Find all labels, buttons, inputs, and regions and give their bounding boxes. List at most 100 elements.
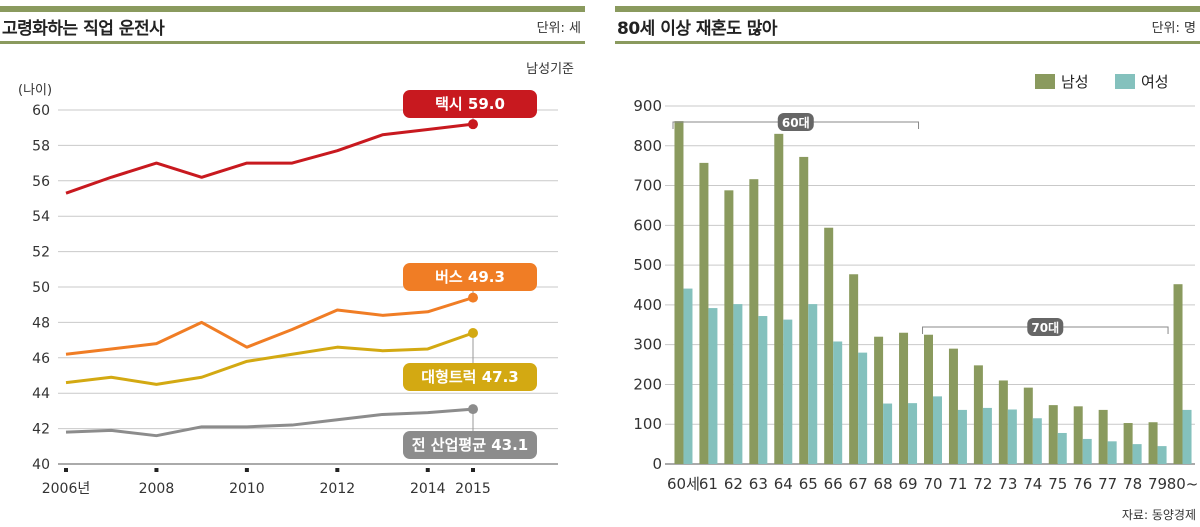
bar-여성: [708, 308, 718, 464]
x-tick-mark: [471, 468, 475, 472]
bar-남성: [874, 336, 884, 464]
bar-여성: [1082, 438, 1092, 464]
y-tick-label: 300: [633, 336, 662, 354]
bar-여성: [1107, 441, 1117, 464]
bar-여성: [758, 316, 768, 464]
bar-남성: [1073, 406, 1083, 464]
bar-남성: [973, 365, 983, 464]
bar-남성: [1098, 409, 1108, 464]
y-tick-label: 100: [633, 415, 662, 433]
series-end-point: [468, 292, 478, 303]
y-tick-label: 52: [32, 245, 50, 261]
series-label-box: [403, 90, 537, 118]
x-tick-label: 68: [874, 475, 893, 493]
bar-남성: [1048, 405, 1058, 464]
y-tick-label: 700: [633, 177, 662, 195]
header-bottom-bar: [615, 41, 1200, 44]
series-label: 대형트럭 47.3: [421, 368, 518, 386]
bar-여성: [957, 409, 967, 464]
bar-남성: [948, 348, 958, 464]
y-tick-label: 0: [652, 455, 662, 473]
bar-여성: [982, 407, 992, 464]
x-tick-label: 74: [1023, 475, 1042, 493]
bar-여성: [1132, 444, 1142, 464]
series-label-box: [403, 263, 537, 291]
y-tick-label: 54: [32, 209, 50, 225]
series-end-point: [468, 328, 478, 339]
x-tick-label: 69: [899, 475, 918, 493]
y-tick-label: 200: [633, 375, 662, 393]
right-unit-label: 단위: 명: [1151, 21, 1196, 36]
bar-여성: [908, 403, 918, 464]
bar-여성: [808, 304, 818, 464]
y-tick-label: 600: [633, 216, 662, 234]
y-tick-label: 900: [633, 97, 662, 115]
bar-남성: [699, 162, 709, 465]
y-axis-label: (나이): [18, 83, 52, 98]
x-tick-label: 2010: [229, 481, 265, 497]
series-label: 택시 59.0: [435, 95, 505, 113]
y-tick-label: 60: [32, 103, 50, 119]
legend-label: 여성: [1141, 73, 1169, 91]
source-note: 자료: 동양경제: [1121, 508, 1196, 522]
annotation-label: 70대: [1031, 321, 1059, 335]
legend-swatch: [1035, 74, 1055, 89]
x-tick-label: 72: [973, 475, 992, 493]
legend-label: 남성: [1061, 73, 1089, 91]
x-tick-label: 62: [724, 475, 743, 493]
y-tick-label: 40: [32, 457, 50, 473]
bar-여성: [883, 403, 893, 464]
x-tick-label: 78: [1123, 475, 1142, 493]
y-tick-label: 50: [32, 280, 50, 296]
bar-남성: [998, 380, 1008, 464]
bar-남성: [1023, 387, 1033, 464]
x-tick-label: 60세: [667, 475, 700, 493]
annotation-badge: [1027, 318, 1064, 336]
series-line-택시: [65, 122, 474, 195]
x-tick-mark: [244, 468, 249, 472]
x-tick-mark: [425, 468, 430, 472]
right-header: 80세 이상 재혼도 많아 단위: 명: [615, 0, 1200, 44]
x-tick-label: 80~: [1167, 475, 1199, 493]
x-tick-label: 66: [824, 475, 843, 493]
x-tick-label: 65: [799, 475, 818, 493]
x-tick-mark: [154, 468, 159, 472]
bar-여성: [1182, 409, 1192, 464]
left-chart-title: 고령화하는 직업 운전사: [2, 19, 165, 39]
x-tick-label: 61: [699, 475, 718, 493]
annotation-label: 60대: [782, 116, 810, 130]
y-tick-label: 48: [32, 315, 50, 331]
series-line-버스: [65, 296, 474, 356]
y-tick-label: 42: [32, 422, 50, 438]
series-label-box: [403, 431, 537, 459]
annotation-badge: [777, 113, 814, 131]
x-tick-label: 79: [1148, 475, 1167, 493]
header-top-bar: [0, 6, 585, 12]
bar-남성: [799, 156, 809, 464]
x-tick-label: 71: [948, 475, 967, 493]
x-tick-label: 76: [1073, 475, 1092, 493]
x-tick-label: 2008: [139, 481, 175, 497]
header-bottom-bar: [0, 41, 585, 44]
bar-남성: [924, 334, 933, 464]
bar-남성: [1148, 422, 1158, 464]
bar-여성: [733, 304, 743, 464]
line-chart: 남성기준 (나이) 40 42 44 46 48 50 52 54 56 58 60 2006년 2008 2…: [18, 62, 574, 497]
x-tick-label: 77: [1098, 475, 1117, 493]
x-tick-label: 63: [749, 475, 768, 493]
x-tick-label: 2014: [410, 481, 446, 497]
bar-남성: [899, 332, 909, 464]
x-tick-mark: [64, 468, 68, 472]
y-tick-label: 500: [633, 256, 662, 274]
bar-남성: [774, 133, 784, 464]
series-line-대형트럭: [65, 331, 474, 386]
bar-여성: [858, 352, 868, 464]
left-header: 고령화하는 직업 운전사 단위: 세: [0, 0, 585, 44]
bar-여성: [683, 288, 693, 464]
x-tick-label: 70: [923, 475, 942, 493]
y-tick-label: 400: [633, 296, 662, 314]
x-tick-label: 73: [998, 475, 1017, 493]
left-panel: 고령화하는 직업 운전사 단위: 세 남성기준 (나이) 40 42 44 46 48 50 5…: [0, 0, 585, 527]
bar-남성: [824, 227, 834, 464]
bar-여성: [1157, 446, 1167, 464]
